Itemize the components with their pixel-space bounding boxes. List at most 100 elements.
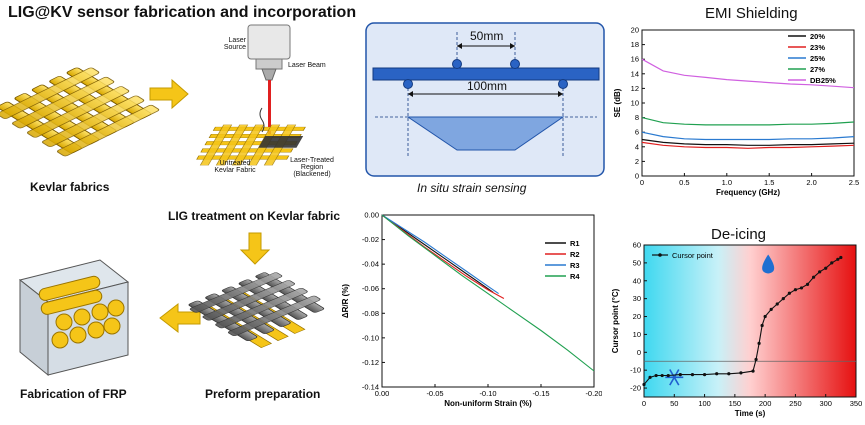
data-point (836, 257, 840, 261)
data-point (678, 373, 682, 377)
laser-source-image (247, 24, 291, 138)
y-tick-label: 30 (633, 294, 641, 303)
y-tick-label: 14 (631, 69, 639, 78)
data-point (642, 382, 646, 387)
top-span-label: 50mm (470, 29, 504, 43)
y-tick-label: 0 (635, 172, 639, 181)
lig-treatment-label: LIG treatment on Kevlar fabric (168, 209, 341, 223)
data-point (751, 369, 755, 373)
x-tick-label: 1.0 (722, 178, 732, 187)
x-axis-label: Frequency (GHz) (716, 188, 780, 197)
bottom-span-label: 100mm (467, 79, 508, 93)
strain-setup-diagram (365, 22, 605, 177)
x-tick-label: 350 (850, 399, 863, 408)
y-tick-label: 18 (631, 40, 639, 49)
series-line-23 (641, 141, 855, 149)
x-tick-label: 250 (789, 399, 802, 408)
y-axis-label: ΔR/R (%) (341, 284, 350, 319)
fabrication-diagram (0, 24, 325, 377)
x-tick-label: 1.5 (764, 178, 774, 187)
series-line-25 (641, 131, 855, 141)
y-tick-label: 10 (631, 99, 639, 108)
data-point (702, 373, 707, 377)
series-line-r3 (381, 214, 499, 295)
series-line-db25 (641, 58, 855, 89)
data-point (660, 373, 664, 378)
page-title: LIG@KV sensor fabrication and incorporat… (8, 4, 357, 21)
x-axis-label: Non-uniform Strain (%) (444, 399, 532, 408)
legend-label: 27% (810, 65, 825, 74)
laser-beam-label: Laser Beam (288, 62, 326, 69)
emi-chart-title: EMI Shielding (705, 5, 798, 22)
y-tick-label: -0.10 (362, 333, 379, 342)
y-tick-label: -0.08 (362, 309, 379, 318)
x-tick-label: 0 (640, 178, 644, 187)
legend-label: R3 (570, 261, 580, 270)
y-tick-label: 4 (635, 142, 639, 151)
data-point (793, 288, 798, 292)
legend-label: 25% (810, 54, 825, 63)
x-axis-label: Time (s) (735, 409, 766, 418)
legend-label: 23% (810, 43, 825, 52)
x-tick-label: 0.5 (679, 178, 689, 187)
data-point (648, 375, 652, 379)
x-tick-label: 200 (759, 399, 772, 408)
preform-image (188, 272, 325, 349)
legend-marker (658, 253, 662, 257)
x-tick-label: -0.10 (479, 389, 496, 398)
y-tick-label: -0.04 (362, 260, 379, 269)
x-tick-label: 50 (670, 399, 678, 408)
series-line-27 (641, 117, 855, 126)
deicing-chart-title: De-icing (711, 226, 767, 243)
y-tick-label: 20 (633, 312, 641, 321)
y-tick-label: -0.02 (362, 235, 379, 244)
x-tick-label: 300 (819, 399, 832, 408)
x-tick-label: -0.15 (532, 389, 549, 398)
series-line-20 (641, 138, 855, 146)
data-point (818, 270, 822, 274)
y-tick-label: -20 (630, 384, 641, 393)
emi-chart: 0 0.5 1.0 1.5 2.0 2.5 0 2 4 6 8 10 12 14 16 18 20 Frequen… (613, 26, 859, 198)
data-point (781, 297, 785, 301)
y-tick-label: 16 (631, 55, 639, 64)
data-point (760, 323, 764, 328)
x-tick-label: 2.0 (806, 178, 816, 187)
arrow-right-icon (149, 78, 189, 110)
x-tick-label: 0 (642, 399, 646, 408)
y-tick-label: 20 (631, 26, 639, 35)
laser-source-label: Laser Source (223, 37, 246, 51)
arrow-left-icon (159, 302, 201, 334)
y-tick-label: 12 (631, 84, 639, 93)
data-point (715, 372, 719, 376)
data-point (727, 372, 731, 376)
y-tick-label: -0.14 (362, 383, 379, 392)
data-point (839, 255, 843, 260)
data-point (830, 261, 834, 265)
laser-treated-region-label: Laser-Treated Region (Blackened) (290, 157, 334, 178)
y-tick-label: 10 (633, 330, 641, 339)
data-point (799, 286, 804, 290)
y-tick-label: 8 (635, 113, 639, 122)
x-tick-label: 2.5 (849, 178, 859, 187)
preform-label: Preform preparation (205, 387, 321, 401)
legend-label: 20% (810, 32, 825, 41)
strain-chart: 0.00 -0.05 -0.10 -0.15 -0.20 0.00 -0.02 -0.04 -0… (341, 211, 602, 409)
y-tick-label: -10 (630, 366, 641, 375)
x-tick-label: -0.05 (426, 389, 443, 398)
data-point (805, 282, 810, 286)
y-tick-label: 50 (633, 258, 641, 267)
series-line-r1 (381, 214, 494, 293)
x-tick-label: 100 (698, 399, 711, 408)
legend-label: R2 (570, 250, 580, 259)
y-axis-label: SE (dB) (613, 88, 622, 117)
legend-label: R4 (570, 272, 580, 281)
deicing-chart: 0 50 100 150 200 250 300 350 -20 -10 0 10 20 30 40 50 60… (611, 241, 863, 419)
x-tick-label: 150 (729, 399, 742, 408)
legend-label: R1 (570, 239, 580, 248)
y-tick-label: 60 (633, 241, 641, 250)
untreated-fabric-label: Untreated Kevlar Fabric (214, 160, 256, 174)
laser-treated-fabric-image (196, 124, 306, 166)
data-point (812, 275, 816, 279)
frp-cube-image (18, 259, 130, 377)
data-point (769, 307, 773, 311)
